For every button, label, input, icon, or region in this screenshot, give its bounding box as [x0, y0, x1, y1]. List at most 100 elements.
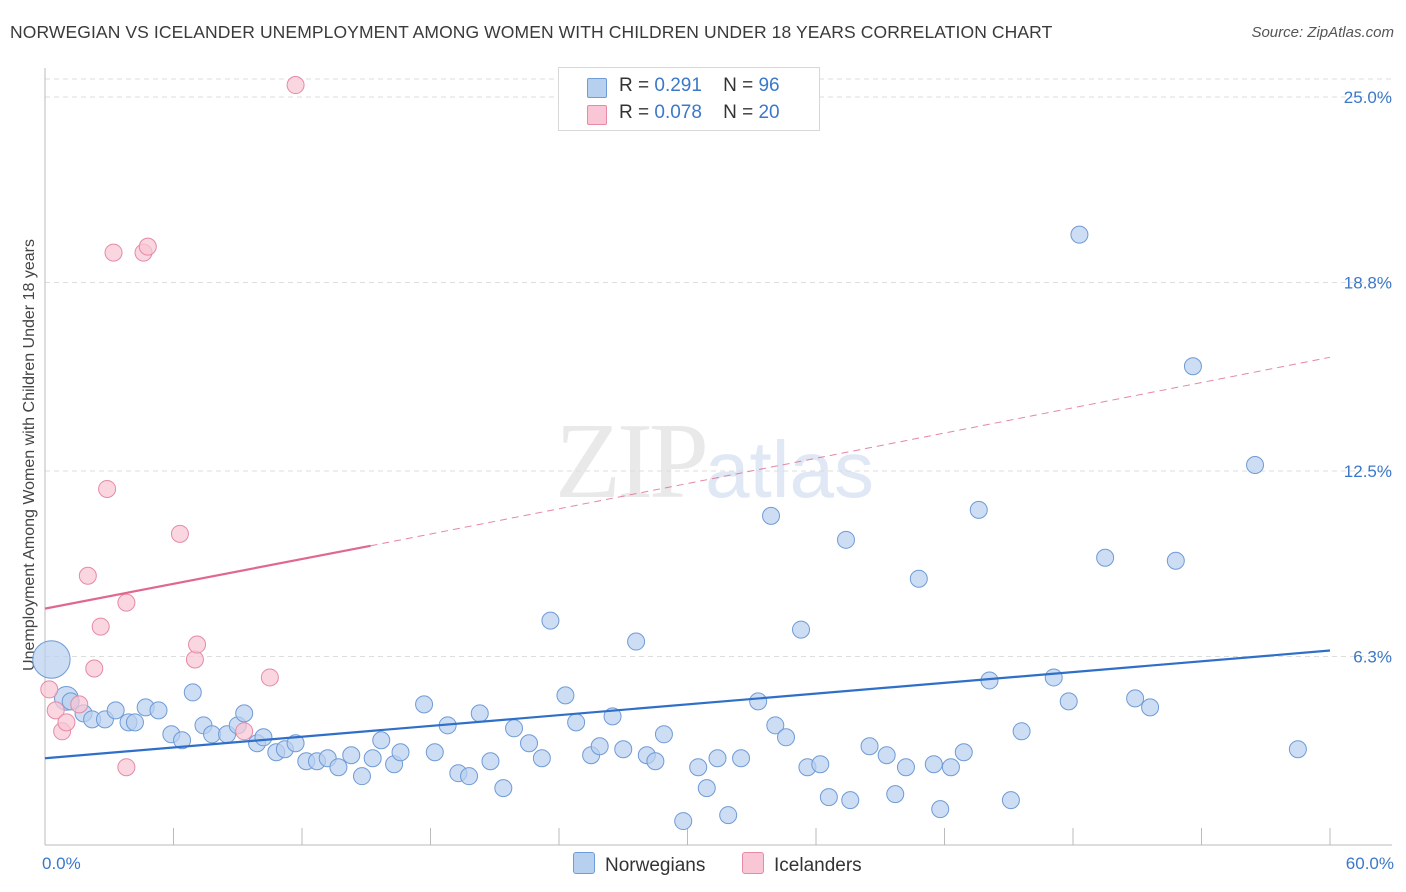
icelander-point [260, 668, 279, 687]
norwegian-point [352, 767, 371, 786]
icelander-point [46, 701, 65, 720]
y-tick-label: 18.8% [1344, 274, 1392, 293]
legend-icelanders-n-value: 20 [758, 102, 780, 123]
icelander-point [117, 758, 136, 777]
norwegian-point [556, 686, 575, 705]
bottom-legend-swatch-norwegians [573, 852, 595, 874]
norwegian-point [1288, 740, 1307, 759]
legend-swatch-icelanders [587, 105, 607, 125]
y-tick-label: 25.0% [1344, 88, 1392, 107]
icelander-point [70, 695, 89, 714]
norwegian-point [363, 749, 382, 768]
x-tick-label: 0.0% [42, 854, 81, 873]
norwegian-point [505, 719, 524, 738]
watermark: ZIPatlas [555, 400, 874, 524]
norwegian-point [909, 569, 928, 588]
norwegian-point [391, 743, 410, 762]
norwegian-point [896, 758, 915, 777]
legend-norwegians-n-label: N = [723, 75, 754, 96]
norwegian-point [1141, 698, 1160, 717]
norwegian-point [954, 743, 973, 762]
norwegian-point [1012, 722, 1031, 741]
norwegian-point [627, 632, 646, 651]
y-tick-label: 6.3% [1353, 648, 1392, 667]
norwegian-point [931, 800, 950, 819]
norwegian-point [286, 734, 305, 753]
bottom-legend-label-icelanders: Icelanders [774, 855, 862, 876]
icelander-trendline-extension [370, 356, 1331, 547]
legend-icelanders-r-value: 0.078 [654, 102, 702, 123]
norwegian-point [149, 701, 168, 720]
norwegian-point [697, 779, 716, 798]
norwegian-point [590, 737, 609, 756]
icelander-point [235, 722, 254, 741]
norwegian-point [1183, 357, 1202, 376]
norwegian-point [541, 611, 560, 630]
legend-swatch-norwegians [587, 78, 607, 98]
icelander-point [117, 593, 136, 612]
legend-norwegians-r-label: R = [619, 75, 650, 96]
icelander-point [98, 479, 117, 498]
source-label: Source: ZipAtlas.com [1251, 24, 1394, 41]
norwegian-point [415, 695, 434, 714]
norwegian-point [941, 758, 960, 777]
icelander-point [138, 237, 157, 256]
norwegian-point [708, 749, 727, 768]
icelander-point [185, 650, 204, 669]
norwegian-point [125, 713, 144, 732]
watermark-zip: ZIP [555, 402, 709, 521]
chart-title: NORWEGIAN VS ICELANDER UNEMPLOYMENT AMON… [10, 22, 1053, 42]
norwegian-point [1246, 456, 1265, 475]
norwegian-point [567, 713, 586, 732]
norwegian-point [811, 755, 830, 774]
norwegian-point [460, 767, 479, 786]
norwegian-point [342, 746, 361, 765]
icelander-point [104, 243, 123, 262]
norwegian-point [254, 728, 273, 747]
bottom-legend-swatch-icelanders [742, 852, 764, 874]
norwegian-point [470, 704, 489, 723]
legend-norwegians-r-value: 0.291 [654, 75, 702, 96]
norwegian-point [32, 640, 71, 679]
norwegian-point [106, 701, 125, 720]
stats-legend: R = 0.291 N = 96 R = 0.078 N = 20 [558, 67, 820, 131]
norwegian-point [1059, 692, 1078, 711]
norwegian-point [1166, 551, 1185, 570]
norwegian-point [762, 506, 781, 525]
norwegian-point [1096, 548, 1115, 567]
norwegian-point [860, 737, 879, 756]
norwegian-point [841, 791, 860, 810]
norwegian-point [646, 752, 665, 771]
watermark-atlas: atlas [705, 425, 874, 514]
norwegian-point [674, 812, 693, 831]
norwegian-point [494, 779, 513, 798]
norwegian-point [520, 734, 539, 753]
y-tick-label: 12.5% [1344, 462, 1392, 481]
norwegian-trendline [44, 649, 1331, 760]
norwegian-point [819, 788, 838, 807]
norwegian-point [425, 743, 444, 762]
icelander-point [78, 566, 97, 585]
norwegian-point [614, 740, 633, 759]
icelander-point [57, 713, 76, 732]
bottom-legend-icelanders: Icelanders [742, 852, 862, 877]
norwegian-point [1001, 791, 1020, 810]
norwegian-point [732, 749, 751, 768]
norwegian-point [203, 725, 222, 744]
bottom-legend-norwegians: Norwegians [573, 852, 705, 877]
norwegian-point [481, 752, 500, 771]
norwegian-point [183, 683, 202, 702]
x-tick-label: 60.0% [1346, 854, 1394, 873]
norwegian-point [836, 530, 855, 549]
norwegian-point [777, 728, 796, 747]
norwegian-point [719, 806, 738, 825]
icelander-point [188, 635, 207, 654]
norwegian-point [654, 725, 673, 744]
norwegian-point [766, 716, 785, 735]
y-axis-label: Unemployment Among Women with Children U… [21, 239, 38, 671]
norwegian-point [1126, 689, 1145, 708]
legend-icelanders-r-label: R = [619, 102, 650, 123]
norwegian-point [235, 704, 254, 723]
icelander-point [91, 617, 110, 636]
